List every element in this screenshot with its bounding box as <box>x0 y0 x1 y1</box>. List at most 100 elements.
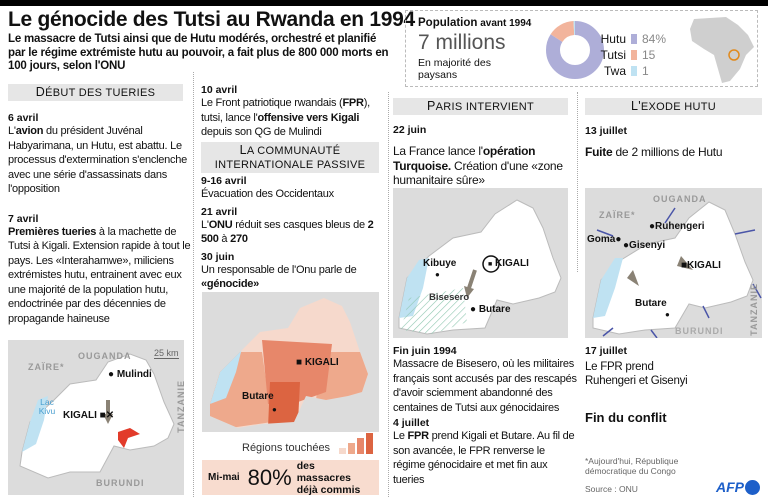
label-goma: Goma● <box>587 234 622 245</box>
event-text-part: à <box>218 233 231 245</box>
legend-value: 15 <box>642 48 656 62</box>
map-exode: OUGANDA ZAÏRE* ●Ruhengeri Goma● ●Gisenyi… <box>585 188 762 338</box>
afp-logo: AFP <box>716 479 760 495</box>
event-text-part: prend Kigali et Butare. Au fil de son av… <box>393 430 575 486</box>
col4-event-17-juillet: 17 juillet Le FPR prend Ruhengeri et Gise… <box>585 345 765 388</box>
event-highlight: FPR <box>342 97 364 109</box>
label-ruhengeri: ●Ruhengeri <box>649 221 705 232</box>
timeline-event: 22 juin La France lance l'opération Turqu… <box>393 124 573 188</box>
population-box: Population avant 1994 7 millions En majo… <box>405 10 758 87</box>
scale-bar: 25 km <box>154 348 179 359</box>
exodus-arrows <box>596 207 762 338</box>
event-text-part: Création d'une «zone humanitaire sûre» <box>393 158 563 188</box>
timeline-event: 21 avril L'ONU réduit ses casques bleus d… <box>201 206 386 247</box>
event-text-part: L' <box>8 125 16 137</box>
event-text-part: ), tutsi, lance l' <box>201 97 370 124</box>
event-text-part: depuis son QG de Mulindi <box>201 126 322 138</box>
fin-du-conflit: Fin du conflit <box>585 410 667 425</box>
population-total: 7 millions <box>418 31 506 54</box>
event-date: 21 avril <box>201 205 238 218</box>
section-header-paris: Paris intervient <box>393 98 568 115</box>
column-divider <box>193 72 194 497</box>
stat-value: 80% <box>247 464 292 490</box>
legend-regions: Régions touchées <box>242 433 374 454</box>
legend-name: Tutsi <box>600 48 626 62</box>
legend-item-hutu: Hutu 84% <box>598 31 668 47</box>
event-text-part: L' <box>201 218 209 231</box>
event-text-part: Le <box>393 430 408 442</box>
event-text-part: La France lance l' <box>393 144 483 158</box>
col2-event-10-avril: 10 avril Le Front patriotique rwandais (F… <box>201 84 386 140</box>
label-tanzanie: TANZANIE <box>749 283 759 336</box>
event-text-part: Un responsable de l'Onu parle de <box>201 263 357 276</box>
rwanda-outline <box>592 201 754 335</box>
population-note: En majorité des paysans <box>418 57 491 81</box>
event-text-part: de 2 millions de Hutu <box>612 145 723 159</box>
event-text: L'ONU réduit ses casques bleus de 2 500 … <box>201 218 386 247</box>
map-regions-touchees: ■ KIGALI Butare ● <box>202 292 379 432</box>
legend-swatch <box>631 34 637 44</box>
event-date: Fin juin 1994 <box>393 345 457 357</box>
label-butare: ● Butare <box>470 304 511 315</box>
lake-kivu <box>22 396 48 452</box>
label-mulindi: ● Mulindi <box>108 369 152 380</box>
timeline-event: 17 juillet Le FPR prend Ruhengeri et Gise… <box>585 345 765 388</box>
col3-events: Fin juin 1994 Massacre de Bisesero, où le… <box>393 345 578 489</box>
population-donut <box>546 21 604 79</box>
lake-kivu <box>210 348 242 404</box>
stat-period: Mi-mai <box>208 472 240 483</box>
event-text: Le Front patriotique rwandais (FPR), tut… <box>201 96 386 140</box>
section-header-exode: L'exode hutu <box>585 98 762 115</box>
rwanda-locator-circle <box>728 49 740 61</box>
col1-events: 6 avril L'avion du président Juvénal Haby… <box>8 112 193 342</box>
event-date: 30 juin <box>201 250 235 263</box>
label-butare: Butare <box>242 391 274 402</box>
timeline-event: 13 juillet Fuite de 2 millions de Hutu <box>585 125 765 160</box>
event-text-part: Le Front patriotique rwandais ( <box>201 97 343 109</box>
event-highlight: «génocide» <box>201 278 260 290</box>
label-tanzanie: TANZANIE <box>176 380 184 433</box>
event-highlight: 2 500 <box>201 218 374 246</box>
col4-event-13-juillet: 13 juillet Fuite de 2 millions de Hutu <box>585 125 765 160</box>
legend-item-tutsi: Tutsi 15 <box>598 47 668 63</box>
event-date: 9-16 avril <box>201 175 247 187</box>
event-text-part: à la machette de Tutsi à Kigali. Extensi… <box>8 225 191 325</box>
event-date: 22 juin <box>393 124 427 136</box>
timeline-event: Fin juin 1994 Massacre de Bisesero, où le… <box>393 345 578 415</box>
event-highlight: offensive vers Kigali <box>257 111 360 124</box>
lake-kivu <box>399 258 429 318</box>
population-label: Population avant 1994 <box>418 17 532 29</box>
map-turquoise: Kibuye ● Bisesero ■ KIGALI ● Butare <box>393 188 568 338</box>
event-text: Un responsable de l'Onu parle de «génoci… <box>201 263 386 292</box>
label-bisesero: Bisesero <box>429 292 470 303</box>
event-text: Le FPR prend Ruhengeri et Gisenyi <box>585 360 705 388</box>
legend-bar <box>357 438 365 454</box>
section-header-debut: Début des tueries <box>8 84 183 101</box>
label-ouganda: OUGANDA <box>78 351 132 361</box>
donut-slice-twa <box>546 21 604 79</box>
legend-bar <box>348 443 356 454</box>
event-highlight: avion <box>15 125 44 137</box>
label-kigali: KIGALI ■✕ <box>63 410 115 421</box>
label-zaire: ZAÏRE* <box>28 362 65 372</box>
zone-humanitaire-sure <box>401 288 467 334</box>
legend-swatch <box>631 50 637 60</box>
event-date: 10 avril <box>201 84 238 96</box>
french-arrow <box>467 269 477 289</box>
rwanda-outline <box>19 353 175 479</box>
event-highlight: FPR <box>407 430 430 442</box>
fpr-arrow <box>677 256 693 270</box>
event-text: Fuite de 2 millions de Hutu <box>585 145 765 160</box>
event-text: Premières tueries à la machette de Tutsi… <box>8 225 193 327</box>
event-date: 17 juillet <box>585 345 628 357</box>
page-title: Le génocide des Tutsi au Rwanda en 1994 <box>8 8 415 31</box>
label-zaire: ZAÏRE* <box>599 210 636 220</box>
legend-name: Twa <box>603 64 626 78</box>
timeline-event: 7 avril Premières tueries à la machette d… <box>8 213 193 327</box>
event-text-part: du président Juvénal Habyarimana, un Hut… <box>8 125 187 195</box>
event-date: 13 juillet <box>585 125 628 137</box>
event-text-part: Évacuation des Occidentaux <box>201 188 334 200</box>
legend-bar <box>366 433 374 454</box>
label-gisenyi: ●Gisenyi <box>623 240 666 251</box>
event-highlight: opération Turquoise. <box>393 144 536 173</box>
